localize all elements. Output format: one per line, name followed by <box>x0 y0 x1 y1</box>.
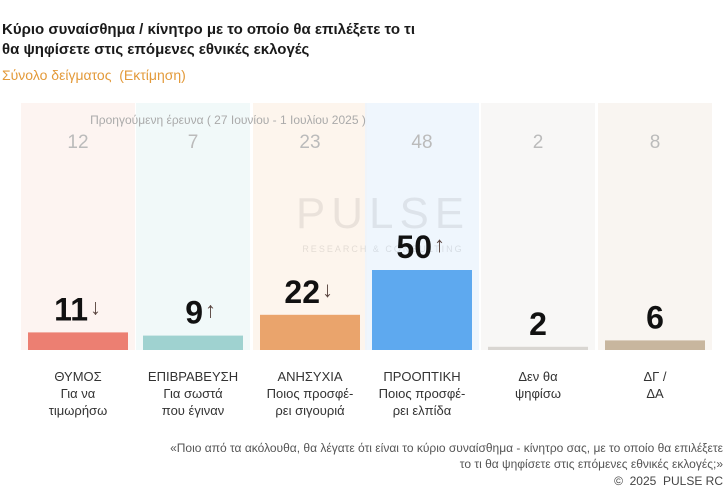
trend-arrow: ↓ <box>90 294 101 319</box>
value-label: 50 <box>396 229 432 265</box>
column-panel <box>598 103 712 350</box>
value-label: 2 <box>529 306 547 342</box>
value-label: 6 <box>646 299 664 335</box>
watermark-subtitle: RESEARCH & CONSULTING <box>302 244 463 254</box>
copyright: © 2025 PULSE RC <box>614 474 723 488</box>
previous-value: 12 <box>67 132 88 153</box>
bar <box>28 332 128 350</box>
chart-title: Κύριο συναίσθημα / κίνητρο με το οποίο θ… <box>2 21 416 58</box>
bar <box>143 335 243 350</box>
value-label: 9 <box>185 295 203 331</box>
bar <box>605 340 705 350</box>
x-tick-label: ΕΠΙΒΡΑΒΕΥΣΗ Για σωστά που έγιναν <box>147 369 239 418</box>
x-tick-label: ΘΥΜΟΣ Για να τιμωρήσω <box>48 369 108 418</box>
x-tick-label: ΑΝΗΣΥΧΙΑ Ποιος προσφέ- ρει σιγουριά <box>266 369 354 418</box>
watermark: PULSE <box>296 189 470 238</box>
previous-value: 2 <box>533 132 544 153</box>
chart-subtitle: Σύνολο δείγματος (Εκτίμηση) <box>2 67 186 83</box>
column-panel <box>136 103 250 350</box>
previous-value: 23 <box>299 132 320 153</box>
trend-arrow: ↑ <box>205 298 216 323</box>
bar <box>260 314 360 350</box>
column-panel <box>21 103 135 350</box>
previous-value: 48 <box>411 132 432 153</box>
column-panel <box>481 103 595 350</box>
column-panel <box>253 103 367 350</box>
value-label: 11 <box>54 291 88 327</box>
trend-arrow: ↓ <box>322 277 333 302</box>
bar <box>488 346 588 350</box>
previous-value: 8 <box>650 132 661 153</box>
bar <box>372 270 472 350</box>
previous-value: 7 <box>188 132 199 153</box>
previous-survey-label: Προηγούμενη έρευνα ( 27 Ιουνίου - 1 Ιουλ… <box>90 113 366 127</box>
value-label: 22 <box>284 274 320 310</box>
trend-arrow: ↑ <box>434 232 445 257</box>
x-tick-label: Δεν θα ψηφίσω <box>515 369 561 401</box>
x-tick-label: ΔΓ / ΔΑ <box>643 369 667 401</box>
question-note: «Ποιο από τα ακόλουθα, θα λέγατε ότι είν… <box>170 441 723 471</box>
x-tick-label: ΠΡΟΟΠΤΙΚΗ Ποιος προσφέ- ρει ελπίδα <box>378 369 466 418</box>
